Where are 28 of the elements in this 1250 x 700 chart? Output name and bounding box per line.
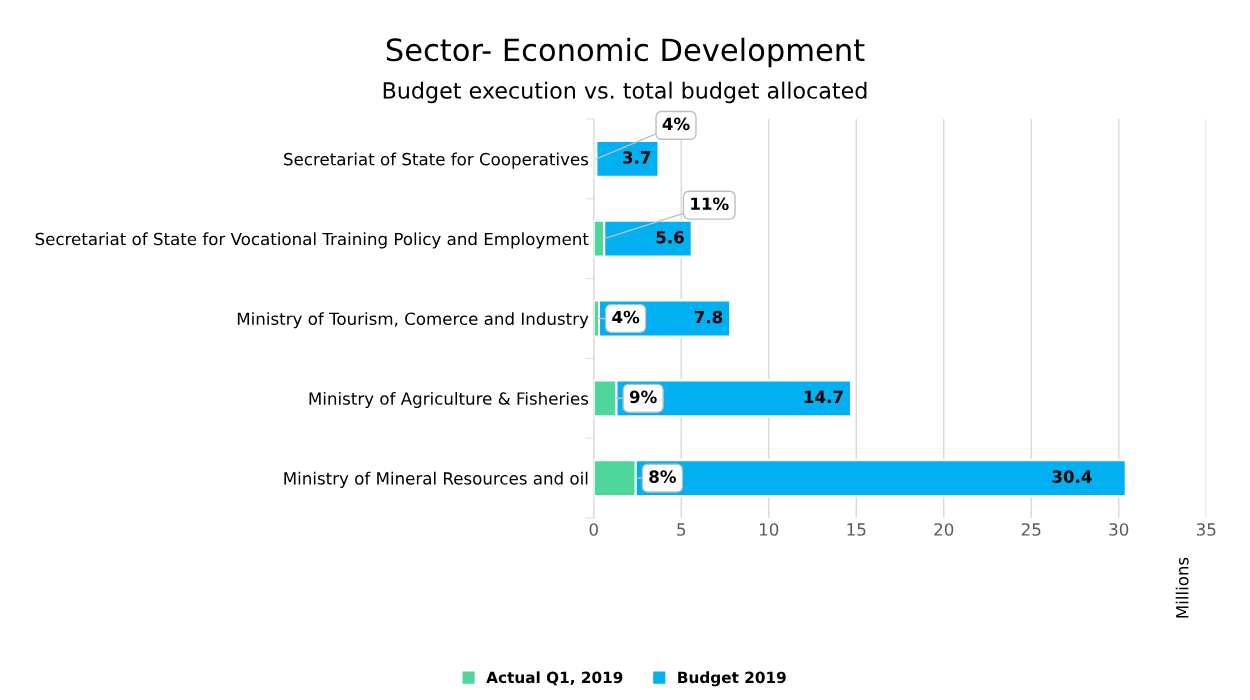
total-label: 30.4 — [1052, 470, 1092, 483]
y-tick-label: Ministry of Tourism, Comerce and Industry — [237, 312, 589, 329]
y-tick-label: Secretariat of State for Vocational Training Policy and Employment — [35, 232, 589, 249]
x-tick-label: 10 — [759, 523, 779, 536]
annotation: 8% — [649, 470, 677, 483]
annotation: 4% — [612, 310, 640, 324]
legend-label: Actual Q1, 2019 — [486, 671, 623, 686]
y-tick-label: Ministry of Mineral Resources and oil — [284, 471, 588, 488]
x-tick-label: 15 — [847, 523, 866, 536]
x-tick-label: 30 — [1109, 523, 1129, 536]
chart-subtitle: Budget execution vs. total budget allocated — [383, 81, 867, 104]
total-label: 3.7 — [623, 151, 651, 164]
total-label: 5.6 — [656, 230, 684, 244]
annotation: 4% — [662, 117, 690, 131]
annotation: 9% — [629, 390, 657, 404]
x-tick-label: 20 — [934, 523, 954, 536]
y-tick-label: Secretariat of State for Cooperatives — [284, 152, 589, 169]
total-label: 14.7 — [804, 390, 843, 403]
x-tick-label: 35 — [1196, 523, 1216, 536]
annotation: 11% — [691, 197, 729, 211]
y-tick-label: Ministry of Agriculture & Fisheries — [309, 391, 589, 409]
x-tick-label: 5 — [677, 523, 686, 536]
total-label: 7.8 — [694, 310, 723, 324]
legend-label: Budget 2019 — [678, 671, 786, 687]
chart-title: Sector- Economic Development — [386, 37, 865, 68]
text: Millions — [1175, 557, 1189, 618]
x-tick-label: 0 — [589, 523, 598, 536]
x-tick-label: 25 — [1021, 523, 1041, 536]
